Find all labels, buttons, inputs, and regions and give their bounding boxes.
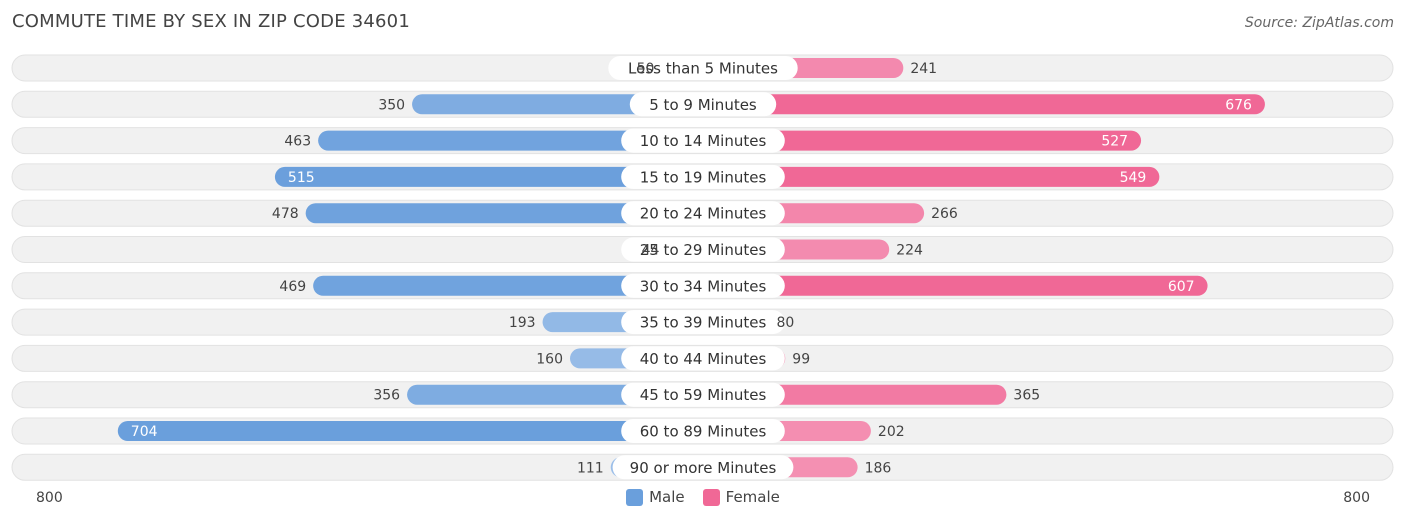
category-label: 40 to 44 Minutes: [640, 350, 767, 368]
bar-female: [703, 130, 1142, 151]
value-label-female: 99: [792, 351, 810, 367]
bar-male: [305, 203, 703, 224]
value-label-male: 469: [279, 279, 306, 295]
value-label-male: 50: [637, 61, 655, 77]
category-pill: [621, 237, 785, 262]
value-label-female: 202: [878, 424, 905, 440]
category-label: 30 to 34 Minutes: [640, 277, 767, 295]
legend-label-female: Female: [725, 488, 780, 506]
legend-swatch-male: [626, 488, 644, 506]
legend: Male Female: [0, 488, 1406, 506]
axis-right-label: 800: [1343, 490, 1370, 506]
value-label-female: 186: [865, 460, 892, 476]
value-label-female: 80: [777, 315, 795, 331]
category-pill: [621, 273, 785, 298]
category-pill: [629, 92, 777, 117]
value-label-male: 44: [642, 243, 660, 259]
category-label: 60 to 89 Minutes: [640, 423, 767, 441]
category-pill: [621, 201, 785, 226]
legend-swatch-female: [702, 488, 720, 506]
value-label-female: 607: [1168, 279, 1195, 295]
value-label-female: 224: [896, 243, 923, 259]
category-label: 35 to 39 Minutes: [640, 314, 767, 332]
value-label-male: 111: [577, 460, 604, 476]
chart-title: COMMUTE TIME BY SEX IN ZIP CODE 34601: [12, 11, 410, 32]
bar-male: [117, 421, 704, 441]
value-label-male: 350: [378, 97, 405, 113]
value-label-male: 193: [509, 315, 536, 331]
bar-male: [313, 275, 703, 296]
category-pill: [621, 128, 785, 153]
category-pill: [621, 419, 785, 443]
value-label-female: 241: [910, 61, 937, 77]
value-label-male: 515: [288, 170, 315, 186]
category-label: 20 to 24 Minutes: [640, 205, 767, 223]
value-label-female: 527: [1101, 134, 1128, 150]
value-label-male: 478: [272, 206, 299, 222]
category-pill: [621, 310, 785, 335]
value-label-female: 266: [931, 206, 958, 222]
category-label: 25 to 29 Minutes: [640, 241, 767, 259]
category-pill: [621, 346, 785, 371]
value-label-male: 704: [131, 424, 158, 440]
category-label: Less than 5 Minutes: [628, 60, 778, 78]
source-note: Source: ZipAtlas.com: [1244, 15, 1394, 31]
category-label: 45 to 59 Minutes: [640, 386, 767, 404]
axis-left-label: 800: [36, 490, 63, 506]
value-label-female: 549: [1120, 170, 1147, 186]
category-pill: [612, 455, 794, 480]
legend-label-male: Male: [649, 488, 685, 506]
value-label-female: 676: [1225, 97, 1252, 113]
bar-female: [703, 94, 1265, 115]
value-label-male: 463: [284, 134, 311, 150]
category-label: 5 to 9 Minutes: [649, 96, 757, 114]
value-label-male: 356: [373, 388, 400, 404]
category-pill: [621, 164, 785, 189]
legend-item-female[interactable]: Female: [702, 488, 780, 506]
bar-female: [703, 166, 1160, 187]
category-label: 10 to 14 Minutes: [640, 132, 767, 150]
bar-male: [412, 94, 703, 115]
bar-male: [318, 130, 703, 151]
category-label: 90 or more Minutes: [630, 459, 777, 477]
value-label-male: 160: [536, 351, 563, 367]
bar-female: [703, 275, 1208, 296]
category-pill: [608, 56, 798, 80]
legend-item-male[interactable]: Male: [626, 488, 685, 506]
bar-male: [274, 166, 703, 187]
category-pill: [621, 382, 785, 407]
value-label-female: 365: [1013, 388, 1040, 404]
category-label: 15 to 19 Minutes: [640, 168, 767, 186]
